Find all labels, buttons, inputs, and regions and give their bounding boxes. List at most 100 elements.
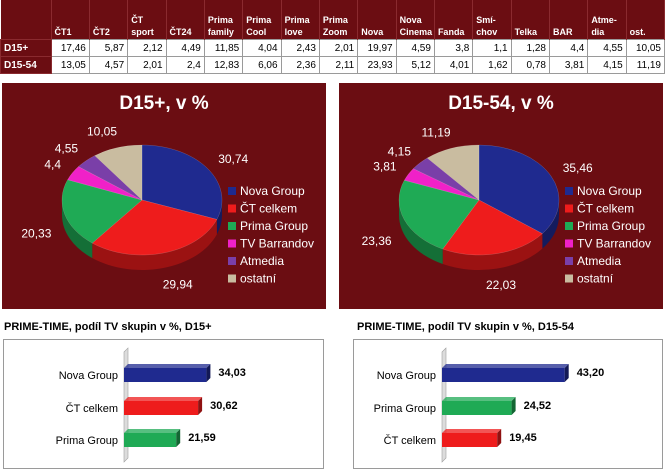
table-cell: 13,05 (50, 56, 90, 74)
table-cell: 4,01 (433, 56, 474, 74)
bar (442, 401, 512, 415)
bar-category-label: Prima Group (374, 403, 436, 415)
table-cell: 4,49 (165, 39, 205, 57)
bar-chart-title-d15: PRIME-TIME, podíl TV skupin v %, D15+ (4, 321, 212, 333)
bar-top-face (124, 397, 203, 401)
bar-end-face (497, 429, 502, 447)
pie-value-label: 4,15 (388, 145, 412, 159)
table-cell: 4,15 (587, 56, 627, 74)
pie-side (399, 200, 559, 270)
col-header: Prima love (281, 0, 320, 40)
legend-entry: TV Barrandov (240, 237, 314, 251)
pie-legend: Nova Group ČT celkem Prima Group TV Barrand… (565, 184, 651, 286)
pie-slice (442, 199, 543, 256)
bar-top-face (124, 429, 181, 433)
col-header: Prima family (204, 0, 244, 40)
table-cell: 2,11 (318, 56, 359, 74)
pie-slice (91, 199, 218, 256)
bar-value-label: 19,45 (509, 432, 537, 444)
bar-category-label: Nova Group (59, 370, 118, 382)
legend-entry: Atmedia (577, 254, 621, 268)
pie-slice-side (542, 200, 559, 249)
pie-panel-d15: D15+, v % 30,74 29,94 20,33 4,4 4,55 10,05 Nova… (2, 83, 326, 309)
table-cell: 6,06 (242, 56, 282, 74)
pie-value-label: 20,33 (21, 227, 51, 241)
pie-value-label: 4,55 (55, 142, 79, 156)
table-row: D15+ 17,46 5,87 2,12 4,49 11,85 4,04 2,43 2,01 19… (0, 39, 665, 57)
table-cell: 2,36 (280, 56, 320, 74)
row-label: D15+ (0, 39, 52, 57)
legend-swatch (565, 187, 573, 195)
pie-title: D15-54, v % (448, 93, 554, 114)
pie-slice (398, 179, 480, 250)
bar-value-label: 24,52 (524, 400, 552, 412)
bar (442, 433, 498, 447)
col-header: ČT sport (127, 0, 167, 40)
pie-value-label: 29,94 (163, 277, 193, 291)
pie-slice (78, 155, 143, 201)
bar-chart-svg-d15-54: Nova Group 43,20 Prima Group 24,52 ČT celkem… (374, 347, 605, 463)
table-cell: 10,05 (625, 39, 665, 57)
bar-category-label: Prima Group (56, 435, 118, 447)
bar-end-face (198, 397, 203, 415)
table-cell: 4,4 (548, 39, 589, 57)
pie-value-label: 10,05 (87, 125, 117, 139)
legend-entry: ČT celkem (577, 201, 634, 216)
legend-entry: ostatní (577, 272, 614, 286)
bar-end-face (206, 364, 211, 382)
pie-panel-d15-54: D15-54, v % 35,46 22,03 23,36 3,81 4,15 11,19 N… (339, 83, 663, 309)
table-cell: 4,59 (395, 39, 435, 57)
table-cell: 4,04 (242, 39, 282, 57)
legend-entry: Nova Group (577, 184, 642, 198)
legend-entry: Nova Group (240, 184, 305, 198)
legend-swatch (228, 239, 236, 248)
table-cell: 17,46 (50, 39, 90, 57)
legend-swatch (565, 222, 573, 230)
table-cell: 2,43 (280, 39, 320, 57)
col-header: ČT1 (51, 0, 90, 40)
table-cell: 23,93 (357, 56, 397, 74)
bar-value-label: 34,03 (218, 367, 246, 379)
bar (442, 368, 565, 382)
bar-category-label: ČT celkem (384, 434, 436, 447)
pie-slice (141, 144, 223, 220)
table-cell: 4,55 (587, 39, 627, 57)
col-header: Nova (357, 0, 397, 40)
table-cell: 5,87 (88, 39, 129, 57)
pie-slice (412, 157, 480, 201)
col-header: Prima Cool (242, 0, 282, 40)
col-header: Telka (511, 0, 550, 40)
legend-swatch (565, 274, 573, 283)
pie-slice-side (399, 200, 443, 265)
pie-value-label: 35,46 (563, 161, 593, 175)
legend-entry: TV Barrandov (577, 237, 651, 251)
pie-value-label: 4,4 (44, 158, 61, 172)
bar-top-face (442, 364, 569, 368)
pie-slice (67, 166, 143, 201)
table-body: D15+ 17,46 5,87 2,12 4,49 11,85 4,04 2,43 2,01 19… (0, 39, 665, 74)
pie-slice-side (216, 200, 222, 235)
pie-slice (403, 168, 480, 201)
pie-slice (94, 144, 143, 201)
bar-end-face (511, 397, 516, 415)
legend-swatch (228, 222, 236, 230)
bar-category-label: ČT celkem (66, 402, 118, 415)
bar-end-face (564, 364, 569, 382)
bar-category-label: Nova Group (377, 370, 436, 382)
pie-legend: Nova Group ČT celkem Prima Group TV Barrand… (228, 184, 314, 286)
bar (124, 401, 199, 415)
col-header: BAR (549, 0, 589, 40)
legend-swatch (228, 257, 236, 265)
legend-entry: ostatní (240, 272, 277, 286)
table-corner (0, 0, 52, 40)
bar-value-label: 21,59 (188, 432, 216, 444)
bar-value-label: 43,20 (577, 367, 605, 379)
table-cell: 2,01 (127, 56, 167, 74)
pie-slice-side (62, 200, 93, 259)
bar-top-face (124, 364, 211, 368)
legend-swatch (228, 204, 236, 213)
pie-value-label: 22,03 (486, 278, 516, 292)
legend-entry: Atmedia (240, 254, 284, 268)
legend-swatch (565, 239, 573, 248)
table-cell: 4,57 (88, 56, 129, 74)
